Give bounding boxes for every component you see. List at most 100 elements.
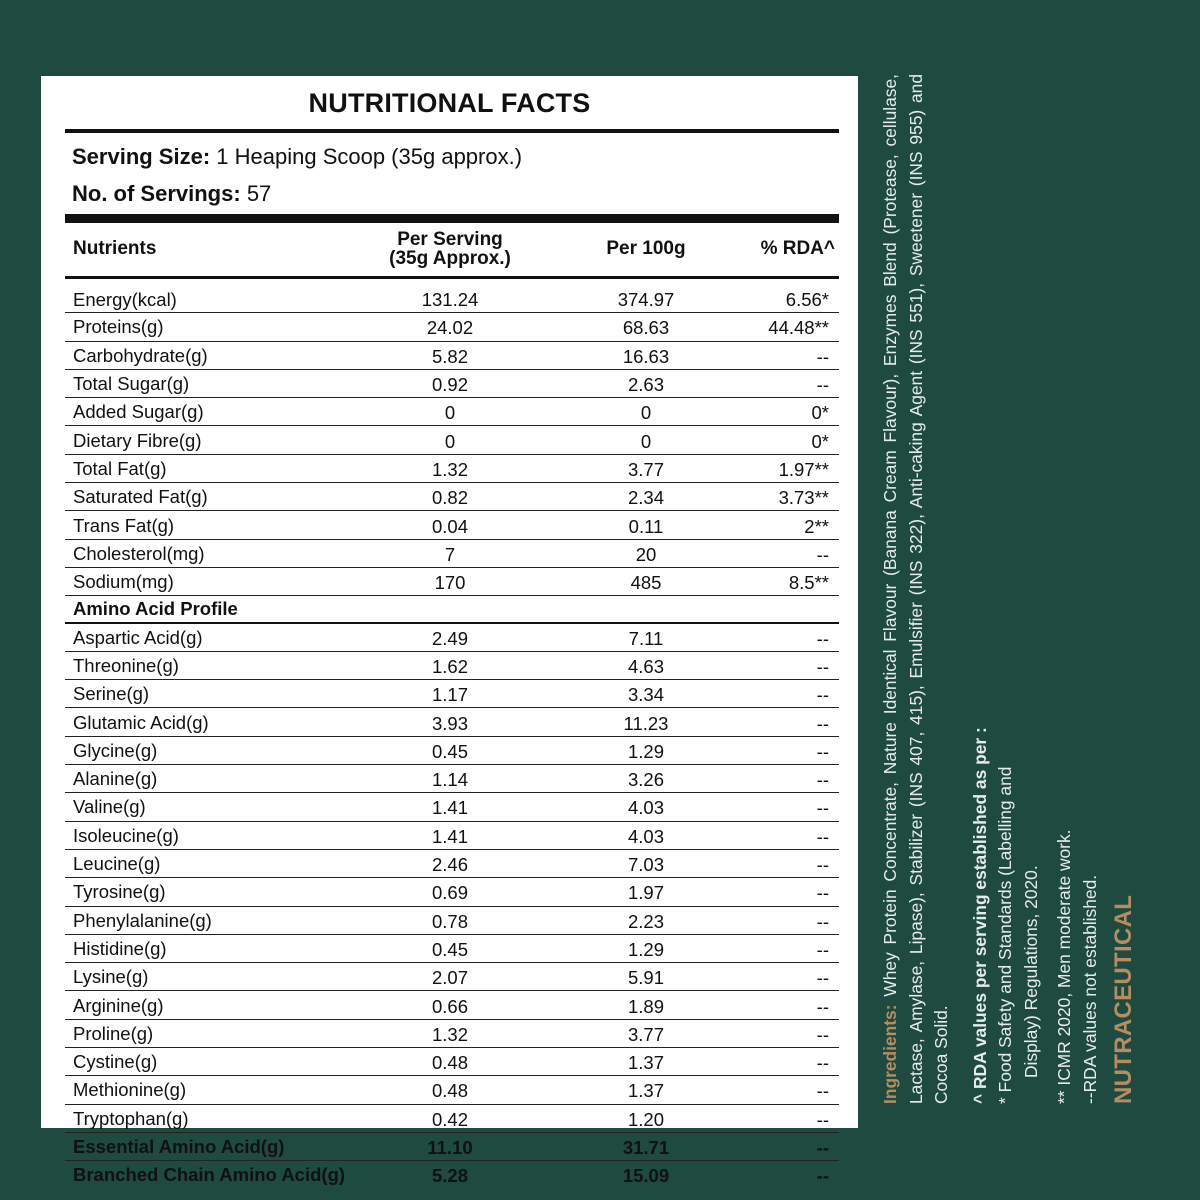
nutrient-name: Arginine(g): [65, 990, 365, 1020]
table-row: Tryptophan(g) 0.42 1.20 --: [65, 1104, 839, 1133]
per-serving-value: 0.48: [365, 1047, 535, 1077]
header-nutrients: Nutrients: [73, 238, 157, 259]
per-serving-value: 1.41: [365, 821, 535, 850]
rda-value: --: [757, 341, 839, 370]
nutrient-name: Total Sugar(g): [65, 369, 365, 399]
per-serving-value: 2.46: [365, 849, 535, 879]
rda-value: --: [757, 707, 839, 737]
per-serving-value: 2.07: [365, 962, 535, 992]
per-serving-value: 1.32: [365, 454, 535, 484]
per-serving-value: 170: [365, 567, 535, 597]
nutrient-name: Sodium(mg): [65, 567, 365, 597]
table-row: Methionine(g) 0.48 1.37 --: [65, 1075, 839, 1105]
nutrient-name: Trans Fat(g): [65, 510, 365, 540]
per-serving-value: 1.17: [365, 679, 535, 709]
table-row: Aspartic Acid(g) 2.49 7.11 --: [65, 622, 839, 652]
table-row: Cholesterol(mg) 7 20 --: [65, 539, 839, 568]
table-row: Glycine(g) 0.45 1.29 --: [65, 736, 839, 766]
per-100g-value: 2.34: [535, 482, 757, 512]
amino-acid-heading: Amino Acid Profile: [65, 595, 839, 624]
rda-value: --: [757, 679, 839, 709]
rda-value: --: [757, 651, 839, 681]
table-row: Cystine(g) 0.48 1.37 --: [65, 1047, 839, 1077]
rda-value: --: [757, 369, 839, 399]
nutrient-name: Tyrosine(g): [65, 877, 365, 907]
table-row: Lysine(g) 2.07 5.91 --: [65, 962, 839, 992]
rda-value: --: [757, 990, 839, 1020]
nutrient-name: Phenylalanine(g): [65, 906, 365, 935]
nutrient-name: Glutamic Acid(g): [65, 707, 365, 737]
rda-value: 0*: [757, 397, 839, 427]
rda-value: --: [757, 736, 839, 766]
rda-value: --: [757, 539, 839, 568]
nutrient-name: Histidine(g): [65, 934, 365, 964]
table-row: Dietary Fibre(g) 0 0 0*: [65, 425, 839, 455]
per-100g-value: 31.71: [535, 1132, 757, 1162]
table-row: Carbohydrate(g) 5.82 16.63 --: [65, 341, 839, 370]
section-heading-row: Amino Acid Profile: [65, 595, 839, 624]
rda-value: --: [757, 1075, 839, 1105]
rda-value: --: [757, 821, 839, 850]
nutrient-name: Carbohydrate(g): [65, 341, 365, 370]
per-serving-value: 0.04: [365, 510, 535, 540]
rda-note-icmr: ** ICMR 2020, Men moderate work.: [1054, 829, 1074, 1105]
per-serving-value: 1.14: [365, 764, 535, 794]
per-100g-value: 1.37: [535, 1075, 757, 1105]
servings-count: No. of Servings: 57: [72, 181, 271, 207]
per-serving-value: 1.62: [365, 651, 535, 681]
table-row: Isoleucine(g) 1.41 4.03 --: [65, 821, 839, 850]
rda-heading: ^ RDA values per serving established as …: [969, 727, 990, 1104]
rda-value: 2**: [757, 510, 839, 540]
nutrient-name: Added Sugar(g): [65, 397, 365, 427]
rda-value: 6.56*: [757, 277, 839, 314]
nutrient-name: Valine(g): [65, 792, 365, 822]
ingredients: Ingredients: Whey Protein Concentrate, N…: [878, 74, 955, 1104]
table-row: Total Sugar(g) 0.92 2.63 --: [65, 369, 839, 399]
nutrient-name: Proteins(g): [65, 312, 365, 342]
nutrient-name: Cystine(g): [65, 1047, 365, 1077]
per-serving-value: 1.32: [365, 1019, 535, 1049]
table-row: Tyrosine(g) 0.69 1.97 --: [65, 877, 839, 907]
table-row: Branched Chain Amino Acid(g) 5.28 15.09 --: [65, 1161, 839, 1189]
nutrient-name: Isoleucine(g): [65, 821, 365, 850]
per-100g-value: 3.34: [535, 679, 757, 709]
rda-value: --: [757, 622, 839, 652]
rda-value: --: [816, 1165, 829, 1187]
divider-thick: [65, 214, 839, 223]
rda-value: --: [757, 877, 839, 907]
table-row: Total Fat(g) 1.32 3.77 1.97**: [65, 454, 839, 484]
per-100g-value: 15.09: [622, 1165, 670, 1187]
nutrition-table: Nutrients Per Serving (35g Approx.) Per 1…: [65, 221, 839, 1189]
nutrient-name: Glycine(g): [65, 736, 365, 766]
per-100g-value: 7.03: [535, 849, 757, 879]
rda-value: --: [757, 1019, 839, 1049]
per-serving-value: 24.02: [365, 312, 535, 342]
nutrient-name: Threonine(g): [65, 651, 365, 681]
per-100g-value: 1.29: [535, 934, 757, 964]
per-100g-value: 2.23: [535, 906, 757, 935]
per-100g-value: 4.03: [535, 821, 757, 850]
rda-value: 3.73**: [757, 482, 839, 512]
nutrient-name: Methionine(g): [65, 1075, 365, 1105]
per-serving-value: 0.45: [365, 736, 535, 766]
per-100g-value: 1.97: [535, 877, 757, 907]
header-per-serving-line1: Per Serving: [397, 228, 503, 250]
per-serving-value: 7: [365, 539, 535, 568]
per-serving-value: 0: [365, 425, 535, 455]
per-100g-value: 1.37: [535, 1047, 757, 1077]
per-serving-value: 0.92: [365, 369, 535, 399]
rda-value: --: [757, 1104, 839, 1133]
table-row: Valine(g) 1.41 4.03 --: [65, 792, 839, 822]
per-100g-value: 1.20: [535, 1104, 757, 1133]
per-100g-value: 4.03: [535, 792, 757, 822]
per-100g-value: 3.26: [535, 764, 757, 794]
per-100g-value: 0: [535, 397, 757, 427]
per-serving-value: 0.78: [365, 906, 535, 935]
table-row: Essential Amino Acid(g) 11.10 31.71 --: [65, 1132, 839, 1162]
table-row: Alanine(g) 1.14 3.26 --: [65, 764, 839, 794]
rda-value: 8.5**: [757, 567, 839, 597]
nutrient-name: Aspartic Acid(g): [65, 622, 365, 652]
table-row: Threonine(g) 1.62 4.63 --: [65, 651, 839, 681]
rda-note-fssai: * Food Safety and Standards (Labelling a…: [995, 766, 1015, 1104]
per-serving-value: 0.66: [365, 990, 535, 1020]
